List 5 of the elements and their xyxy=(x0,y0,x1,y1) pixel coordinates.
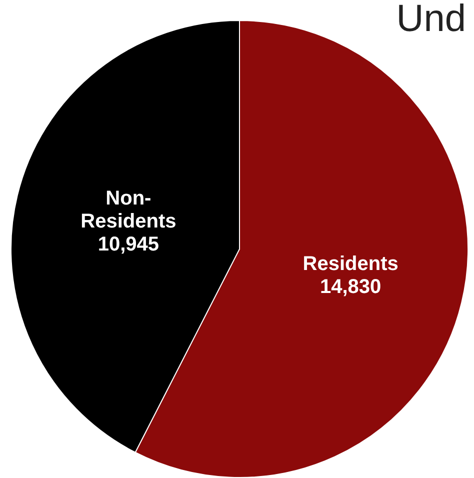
data-label: 10,945 xyxy=(98,234,160,256)
slice-label: Non-Residents xyxy=(80,188,176,233)
chart-title: Und xyxy=(396,0,466,40)
slice-label: Residents xyxy=(302,252,398,275)
data-label: 14,830 xyxy=(320,276,382,298)
